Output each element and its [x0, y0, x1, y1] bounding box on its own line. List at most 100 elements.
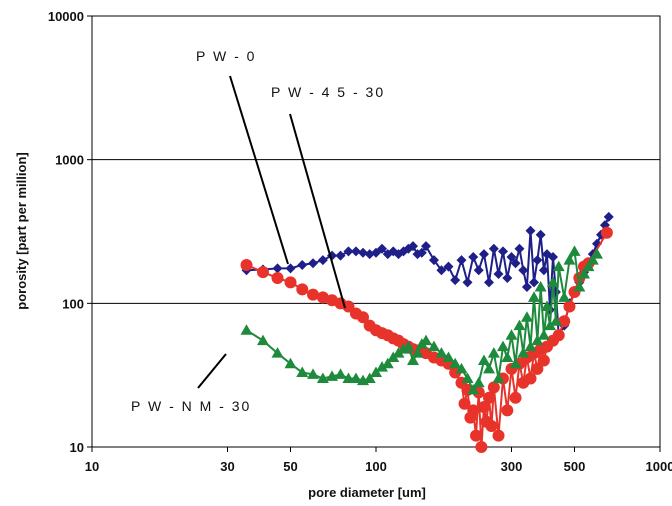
data-point: [537, 329, 550, 340]
data-point: [532, 255, 543, 266]
data-point: [343, 246, 354, 257]
data-point: [377, 243, 388, 254]
x-tick-label: 500: [564, 459, 586, 474]
data-point: [600, 226, 613, 239]
data-point: [461, 372, 474, 383]
callout-line-pw0: [229, 75, 289, 265]
data-point: [488, 243, 499, 254]
data-point: [334, 368, 347, 379]
data-point: [501, 404, 514, 417]
callouts: P W - 0 P W - 4 5 - 30 P W - N M - 30: [131, 48, 385, 414]
data-point: [271, 272, 284, 285]
data-point: [284, 357, 297, 369]
data-point: [416, 247, 427, 258]
data-point: [590, 248, 603, 259]
data-point: [450, 275, 461, 286]
series-3: [240, 245, 603, 395]
data-point: [518, 265, 529, 276]
data-point: [307, 258, 318, 269]
data-point: [306, 288, 319, 301]
data-point: [306, 368, 319, 379]
data-point: [350, 246, 361, 257]
data-point: [505, 329, 518, 340]
data-point: [520, 311, 533, 322]
data-point: [506, 252, 517, 263]
data-point: [509, 391, 522, 404]
data-point: [537, 354, 550, 367]
data-point: [493, 269, 504, 280]
data-point: [502, 273, 513, 284]
data-point: [573, 280, 586, 292]
data-point: [535, 229, 546, 240]
data-point: [316, 291, 329, 304]
data-point: [525, 225, 536, 236]
data-point: [478, 249, 489, 260]
data-point: [538, 265, 549, 276]
data-point: [510, 258, 521, 269]
data-point: [477, 354, 490, 366]
data-point: [467, 383, 480, 395]
data-point: [544, 319, 557, 331]
data-point: [527, 291, 540, 302]
data-point: [271, 347, 284, 358]
data-point: [577, 268, 590, 279]
data-point: [335, 250, 346, 261]
y-tick-label: 100: [62, 296, 84, 311]
data-point: [428, 255, 439, 266]
data-point: [485, 420, 498, 433]
series-2: [240, 226, 613, 453]
data-point: [458, 397, 471, 410]
data-point: [548, 252, 559, 263]
x-tick-label: 1000: [646, 459, 672, 474]
data-point: [568, 245, 581, 256]
data-point: [407, 354, 420, 366]
plot-area: [91, 15, 661, 448]
data-point: [358, 247, 369, 258]
data-point: [436, 265, 447, 276]
data-point: [435, 347, 448, 358]
data-point: [586, 254, 599, 265]
x-axis-ticks: 10 30 50 100 300 500 1000: [85, 447, 672, 474]
callout-label-pw0: P W - 0: [196, 48, 256, 64]
data-point: [558, 291, 571, 302]
data-point: [483, 362, 496, 374]
y-axis-title: porosity [part per million]: [14, 152, 29, 309]
data-point: [467, 404, 480, 417]
data-point: [296, 283, 309, 296]
data-point: [528, 277, 539, 288]
data-point: [549, 315, 562, 326]
data-point: [472, 376, 485, 388]
data-point: [552, 260, 565, 272]
data-point: [449, 357, 462, 369]
data-point: [442, 351, 455, 362]
data-point: [547, 276, 560, 287]
data-point: [501, 351, 514, 362]
data-point: [514, 243, 525, 254]
data-point: [371, 247, 381, 258]
data-point: [487, 347, 500, 358]
data-point: [492, 429, 505, 442]
data-point: [455, 362, 468, 374]
x-tick-label: 300: [501, 459, 523, 474]
data-point: [357, 311, 370, 324]
x-tick-label: 100: [365, 459, 387, 474]
data-point: [521, 281, 532, 292]
y-tick-label: 1000: [55, 153, 84, 168]
data-point: [317, 255, 328, 266]
data-point: [297, 259, 308, 270]
data-point: [496, 340, 509, 352]
callout-label-pw45: P W - 4 5 - 30: [271, 84, 385, 100]
data-point: [370, 366, 382, 378]
data-point: [363, 372, 376, 383]
data-point: [483, 391, 496, 404]
data-point: [256, 266, 269, 279]
data-point: [427, 340, 440, 352]
data-point: [484, 277, 495, 288]
data-point: [524, 340, 537, 352]
data-point: [376, 361, 389, 372]
x-tick-label: 50: [283, 459, 297, 474]
x-axis-title: pore diameter [um]: [308, 485, 426, 500]
data-point: [517, 347, 530, 358]
data-point: [473, 265, 484, 276]
data-point: [388, 246, 399, 257]
